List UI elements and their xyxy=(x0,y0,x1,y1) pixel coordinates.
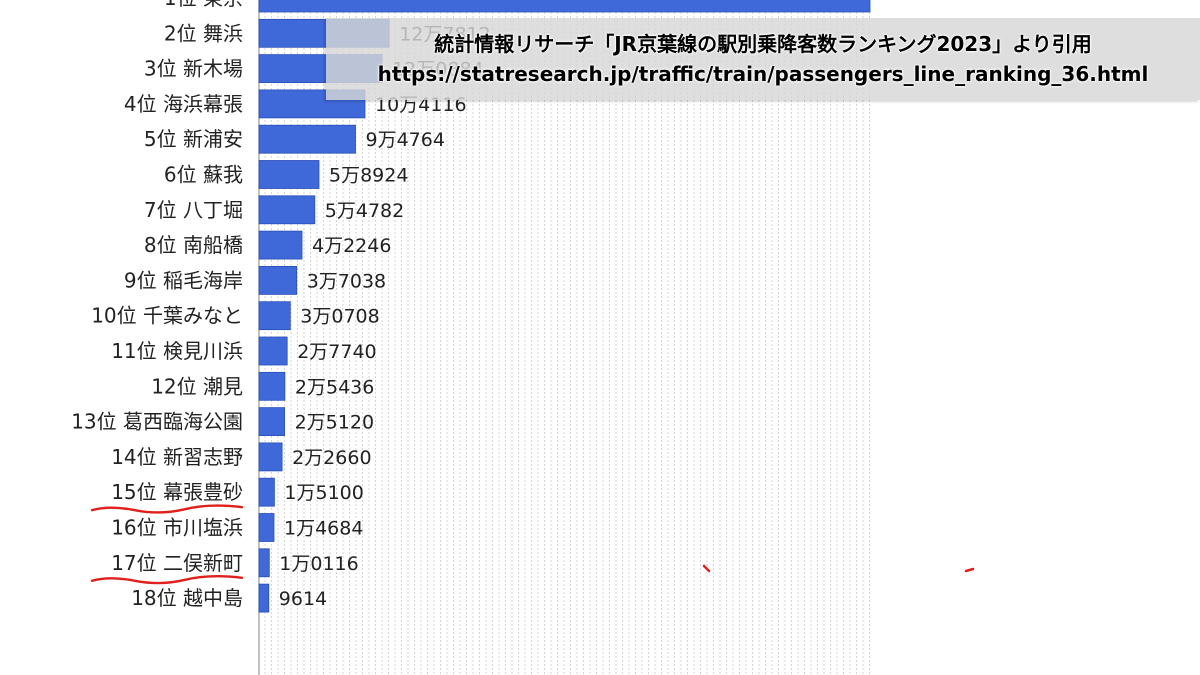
category-label-2: 2位 舞浜 xyxy=(164,21,243,45)
annotation-mark xyxy=(964,567,975,573)
category-label-5: 5位 新浦安 xyxy=(144,127,243,151)
value-label-8: 4万2246 xyxy=(312,235,391,257)
value-label-11: 2万7740 xyxy=(297,341,376,363)
source-caption: 統計情報リサーチ「JR京葉線の駅別乗降客数ランキング2023」より引用 http… xyxy=(326,18,1200,100)
bar-14 xyxy=(258,442,283,472)
bar-16 xyxy=(258,513,275,542)
value-label-5: 9万4764 xyxy=(366,129,445,151)
value-label-18: 9614 xyxy=(279,588,327,610)
category-label-6: 6位 蘇我 xyxy=(164,163,243,187)
category-label-3: 3位 新木場 xyxy=(144,57,243,81)
category-label-15: 15位 幕張豊砂 xyxy=(111,480,243,504)
value-label-6: 5万8924 xyxy=(329,165,408,187)
bar-17 xyxy=(258,548,270,578)
bar-18 xyxy=(258,583,270,613)
value-label-14: 2万2660 xyxy=(292,447,371,469)
bar-9 xyxy=(258,265,298,295)
annotation-underline xyxy=(90,504,244,514)
category-label-8: 8位 南船橋 xyxy=(144,233,243,257)
grid-lines xyxy=(264,0,870,675)
annotation-underline xyxy=(90,575,244,585)
category-label-12: 12位 潮見 xyxy=(151,374,243,398)
bar-1 xyxy=(258,0,871,13)
value-label-7: 5万4782 xyxy=(325,200,404,222)
category-label-4: 4位 海浜幕張 xyxy=(124,92,243,116)
value-label-13: 2万5120 xyxy=(295,412,374,434)
category-label-10: 10位 千葉みなと xyxy=(91,304,243,328)
annotation-mark xyxy=(702,564,711,573)
category-label-11: 11位 検見川浜 xyxy=(111,339,243,363)
bar-5 xyxy=(258,124,356,154)
category-label-13: 13位 葛西臨海公園 xyxy=(71,410,243,434)
value-label-9: 3万7038 xyxy=(307,270,386,292)
bar-6 xyxy=(258,160,320,189)
category-label-17: 17位 二俣新町 xyxy=(111,551,243,575)
bar-8 xyxy=(258,230,303,260)
bar-13 xyxy=(258,407,286,437)
value-label-16: 1万4684 xyxy=(284,518,363,540)
caption-title: 統計情報リサーチ「JR京葉線の駅別乗降客数ランキング2023」より引用 xyxy=(434,32,1092,56)
bar-7 xyxy=(258,195,316,225)
value-label-17: 1万0116 xyxy=(279,553,358,575)
bar-15 xyxy=(258,477,275,507)
bar-10 xyxy=(258,301,291,331)
category-label-16: 16位 市川塩浜 xyxy=(111,516,243,540)
category-label-7: 7位 八丁堀 xyxy=(144,198,243,222)
category-label-18: 18位 越中島 xyxy=(131,586,243,610)
category-label-1: 1位 東京 xyxy=(164,0,243,10)
bar-12 xyxy=(258,371,286,401)
value-label-10: 3万0708 xyxy=(300,306,379,328)
value-label-12: 2万5436 xyxy=(295,376,374,398)
category-label-14: 14位 新習志野 xyxy=(111,445,243,469)
value-label-15: 1万5100 xyxy=(284,482,363,504)
category-label-9: 9位 稲毛海岸 xyxy=(124,268,243,292)
caption-url: https://statresearch.jp/traffic/train/pa… xyxy=(377,62,1149,86)
bar-11 xyxy=(258,336,288,366)
